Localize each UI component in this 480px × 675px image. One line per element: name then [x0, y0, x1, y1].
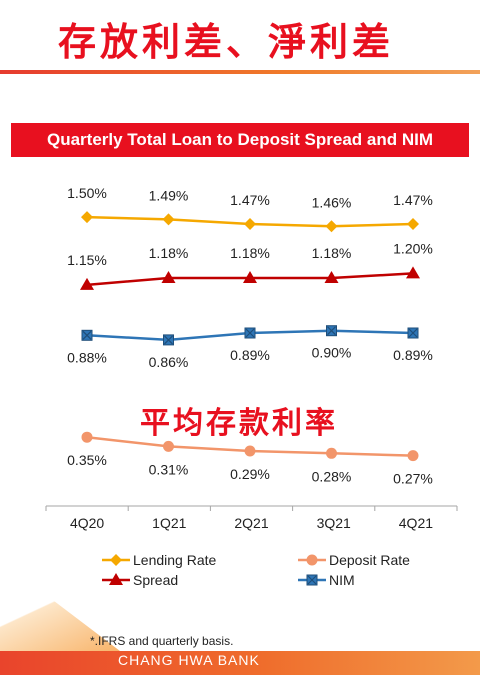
chart-title: Quarterly Total Loan to Deposit Spread a…	[11, 123, 469, 157]
legend-nim-marker-cross	[307, 575, 317, 585]
x-tick-label: 4Q21	[399, 515, 433, 531]
lending-rate-point	[162, 213, 175, 226]
lending-rate-data-label: 1.46%	[312, 194, 352, 210]
spread-point	[161, 271, 176, 283]
footnote: *.IFRS and quarterly basis.	[90, 634, 234, 648]
lending-rate-data-label: 1.50%	[67, 185, 107, 201]
legend-deposit-rate-label: Deposit Rate	[329, 552, 410, 568]
nim-point-cross	[164, 335, 173, 345]
deposit-rate-data-label: 0.31%	[149, 461, 189, 477]
lending-rate-data-label: 1.47%	[230, 192, 270, 208]
x-tick-label: 4Q20	[70, 515, 104, 531]
spread-point	[243, 271, 257, 283]
spread-point	[80, 277, 94, 290]
deposit-rate-data-label: 0.27%	[393, 471, 433, 487]
deposit-rate-data-label: 0.35%	[67, 452, 107, 468]
nim-point-cross	[327, 326, 336, 336]
footer-band	[0, 651, 480, 675]
legend-lending-rate-marker	[110, 554, 122, 566]
nim-point-cross	[245, 328, 255, 338]
spread-point	[406, 266, 420, 279]
spread-data-label: 1.18%	[230, 245, 270, 261]
nim-data-label: 0.90%	[312, 345, 352, 361]
nim-point-cross	[408, 328, 418, 338]
lending-rate-data-label: 1.47%	[393, 192, 433, 208]
lending-rate-point	[244, 218, 256, 230]
spread-data-label: 1.20%	[393, 240, 433, 256]
legend-lending-rate-label: Lending Rate	[133, 552, 217, 568]
spread-data-label: 1.15%	[67, 252, 107, 268]
title-divider	[0, 70, 480, 74]
deposit-rate-data-label: 0.29%	[230, 466, 270, 482]
deposit-rate-point	[163, 440, 174, 452]
deposit-rate-point	[326, 447, 337, 459]
x-tick-label: 1Q21	[152, 515, 186, 531]
deposit-rate-point	[244, 445, 256, 457]
legend-spread-marker	[109, 573, 123, 585]
lending-rate-data-label: 1.49%	[149, 187, 189, 203]
x-tick-label: 2Q21	[234, 515, 268, 531]
legend-spread-label: Spread	[133, 572, 178, 588]
spread-data-label: 1.18%	[149, 245, 189, 261]
deposit-rate-point	[407, 450, 419, 462]
nim-data-label: 0.89%	[393, 347, 433, 363]
lending-rate-point	[325, 220, 338, 233]
lending-rate-point	[81, 211, 93, 224]
deposit-rate-point	[81, 431, 93, 443]
nim-point-cross	[82, 330, 92, 340]
spread-data-label: 1.18%	[312, 245, 352, 261]
legend-nim-label: NIM	[329, 572, 355, 588]
deposit-rate-data-label: 0.28%	[312, 468, 352, 484]
nim-data-label: 0.86%	[149, 354, 189, 370]
nim-data-label: 0.88%	[67, 349, 107, 365]
footer-bank-name: CHANG HWA BANK	[118, 652, 260, 668]
page-title: 存放利差、淨利差	[58, 20, 395, 64]
lending-rate-point	[407, 218, 419, 230]
x-tick-label: 3Q21	[317, 515, 351, 531]
nim-data-label: 0.89%	[230, 347, 270, 363]
deposit-rate-overlay-label: 平均存款利率	[140, 406, 338, 441]
spread-point	[324, 271, 339, 283]
legend-deposit-rate-marker	[306, 554, 318, 566]
